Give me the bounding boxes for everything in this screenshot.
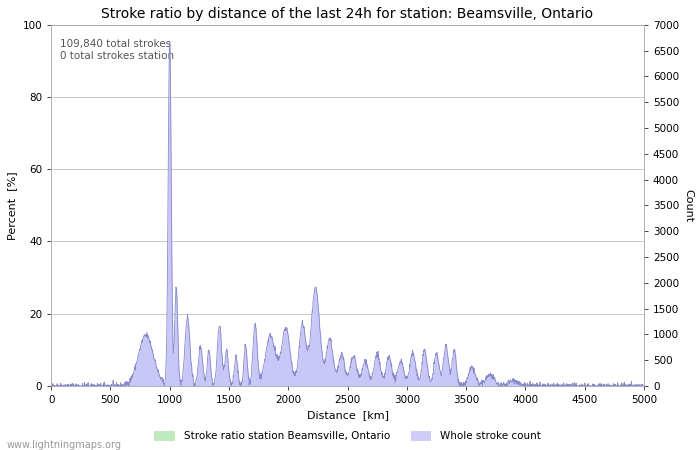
Legend: Stroke ratio station Beamsville, Ontario, Whole stroke count: Stroke ratio station Beamsville, Ontario… <box>150 427 545 446</box>
Y-axis label: Count: Count <box>683 189 693 222</box>
Text: 109,840 total strokes
0 total strokes station: 109,840 total strokes 0 total strokes st… <box>60 39 174 61</box>
Title: Stroke ratio by distance of the last 24h for station: Beamsville, Ontario: Stroke ratio by distance of the last 24h… <box>102 7 594 21</box>
Text: www.lightningmaps.org: www.lightningmaps.org <box>7 440 122 450</box>
X-axis label: Distance  [km]: Distance [km] <box>307 410 389 420</box>
Y-axis label: Percent  [%]: Percent [%] <box>7 171 17 240</box>
